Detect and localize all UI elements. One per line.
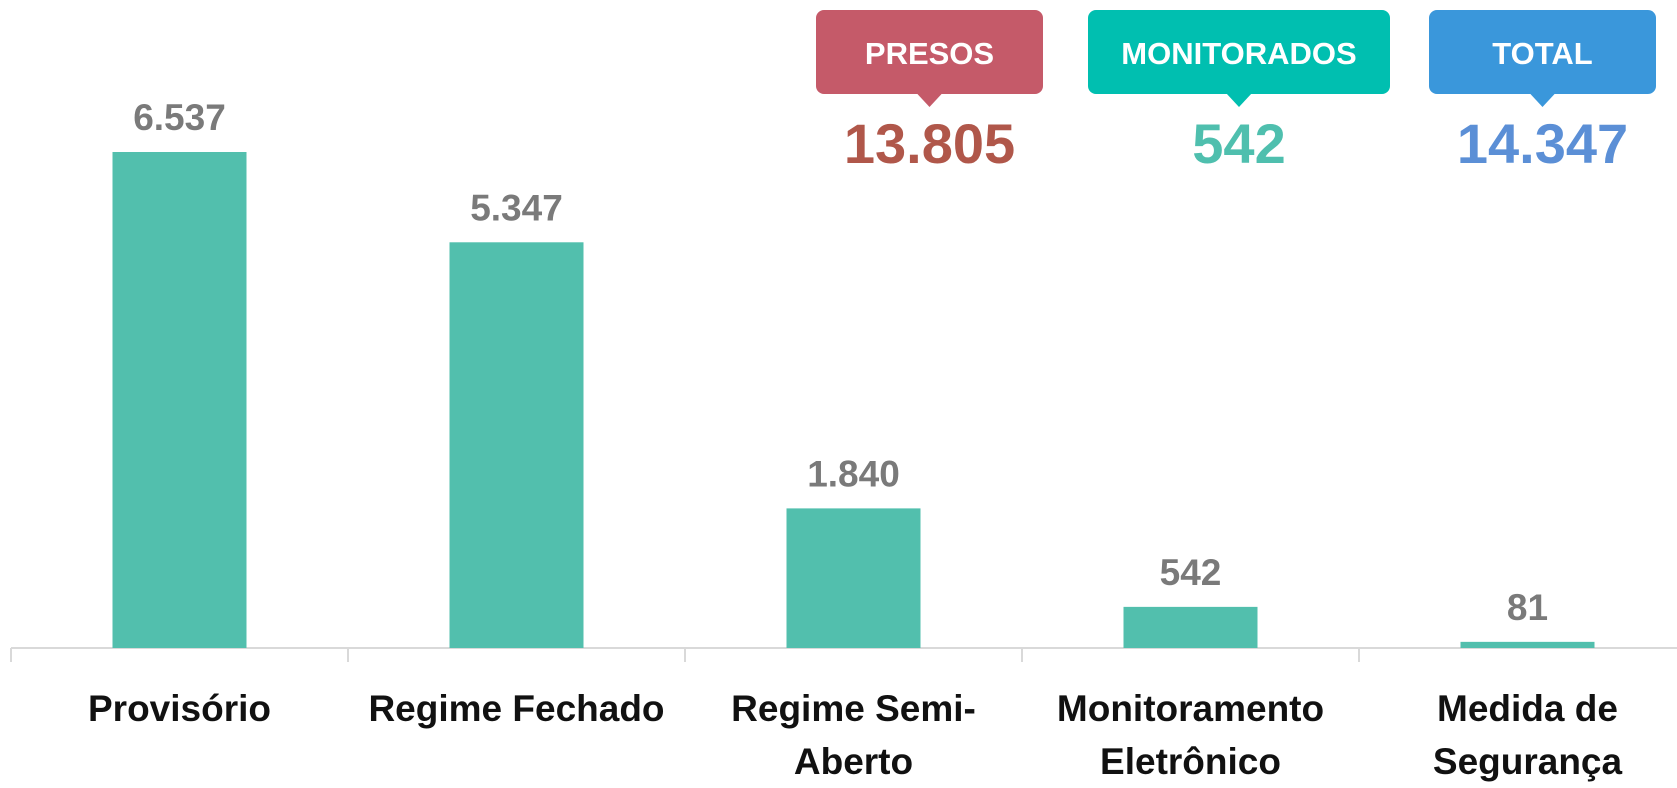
value-label: 6.537 <box>133 97 226 138</box>
bar <box>1460 641 1595 648</box>
value-label: 81 <box>1507 587 1548 628</box>
badge-pointer <box>1529 93 1556 107</box>
badge-pointer <box>916 93 943 107</box>
category-label: Monitoramento Eletrônico <box>1056 688 1325 782</box>
badge-label: PRESOS <box>865 36 994 71</box>
bar <box>449 242 584 648</box>
badge-label: TOTAL <box>1492 36 1592 71</box>
summary-value: 13.805 <box>844 112 1015 175</box>
value-label: 5.347 <box>470 187 563 228</box>
category-label: Medida de Segurança <box>1432 688 1623 782</box>
category-label: Regime Fechado <box>368 688 665 729</box>
summary-value: 542 <box>1192 112 1285 175</box>
summary-value: 14.347 <box>1457 112 1628 175</box>
badge-pointer <box>1226 93 1252 107</box>
badge-label: MONITORADOS <box>1121 36 1356 71</box>
category-label: Provisório <box>88 688 271 729</box>
bar <box>786 508 921 648</box>
badge <box>1088 10 1390 94</box>
category-label: Regime Semi-Aberto <box>731 688 976 782</box>
badge <box>1429 10 1656 94</box>
badge <box>816 10 1043 94</box>
bar <box>112 152 247 648</box>
value-label: 542 <box>1160 552 1222 593</box>
value-label: 1.840 <box>807 453 900 494</box>
bar <box>1123 606 1258 648</box>
